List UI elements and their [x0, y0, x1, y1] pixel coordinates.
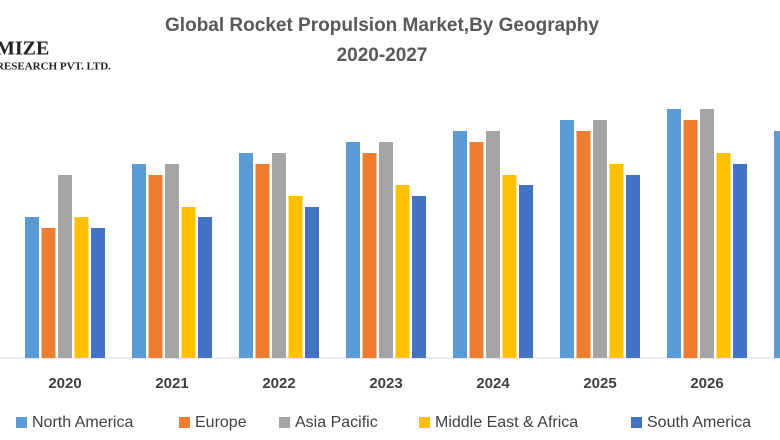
legend-swatch	[16, 417, 27, 428]
legend-label: South America	[647, 414, 751, 431]
x-tick-label: 2020	[48, 375, 81, 392]
bar	[560, 120, 574, 358]
bar	[716, 153, 731, 358]
bar	[486, 131, 500, 358]
bar	[453, 131, 467, 358]
bar	[362, 153, 377, 358]
legend-swatch	[631, 417, 642, 428]
bar	[165, 164, 179, 358]
bar	[25, 217, 39, 358]
bar	[667, 109, 681, 358]
legend-swatch	[179, 417, 190, 428]
bar	[198, 217, 212, 358]
bar	[41, 228, 56, 358]
bar	[609, 164, 624, 358]
bar	[148, 175, 163, 358]
bar	[733, 164, 747, 358]
legend-label: Middle East & Africa	[435, 414, 578, 431]
bar	[502, 175, 517, 358]
bar	[305, 207, 319, 358]
chart-title: Global Rocket Propulsion Market,By Geogr…	[165, 15, 599, 36]
bar	[74, 217, 89, 358]
logo-text: MIZE	[0, 38, 49, 60]
legend-label: North America	[32, 414, 133, 431]
bar	[626, 175, 640, 358]
bar	[255, 164, 270, 358]
x-tick-label: 2021	[155, 375, 188, 392]
bar	[683, 120, 698, 358]
x-tick-label: 2022	[262, 375, 295, 392]
bar	[774, 131, 780, 358]
bar	[346, 142, 360, 358]
bar	[395, 185, 410, 358]
legend-label: Asia Pacific	[295, 414, 378, 431]
bar	[288, 196, 303, 358]
bar	[700, 109, 714, 358]
x-tick-label: 2024	[476, 375, 510, 392]
bar	[132, 164, 146, 358]
bar	[576, 131, 591, 358]
bar	[593, 120, 607, 358]
bar	[469, 142, 484, 358]
bar	[58, 175, 72, 358]
bar	[379, 142, 393, 358]
x-tick-label: 2023	[369, 375, 402, 392]
chart-subtitle: 2020-2027	[337, 45, 428, 66]
x-tick-label: 2026	[690, 375, 723, 392]
legend-swatch	[419, 417, 430, 428]
bar	[519, 185, 533, 358]
x-tick-label: 2025	[583, 375, 616, 392]
bar	[272, 153, 286, 358]
legend-swatch	[279, 417, 290, 428]
legend-label: Europe	[195, 414, 247, 431]
logo-subtext: RESEARCH PVT. LTD.	[0, 61, 111, 73]
bar	[181, 207, 196, 358]
bar	[91, 228, 105, 358]
bar	[239, 153, 253, 358]
bar	[412, 196, 426, 358]
